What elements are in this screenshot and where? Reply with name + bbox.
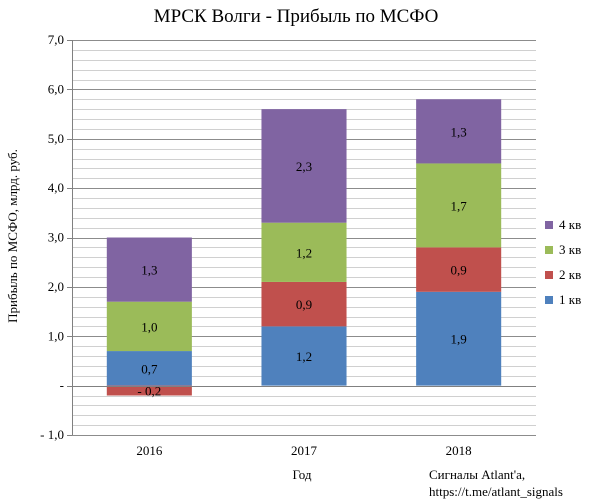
y-tick-label: 5,0	[48, 131, 64, 146]
bar-value-label: 1,7	[451, 198, 468, 213]
x-axis-title: Год	[292, 467, 311, 482]
legend-swatch	[545, 246, 553, 254]
y-tick-label: 2,0	[48, 279, 64, 294]
y-tick-label: - 1,0	[40, 427, 64, 442]
y-tick-label: -	[60, 378, 64, 393]
bar-value-label: 1,2	[296, 349, 312, 364]
bars	[106, 99, 502, 396]
bar-value-label: 1,9	[451, 332, 467, 347]
legend-label: 4 кв	[559, 217, 581, 232]
bar-value-label: - 0,2	[137, 384, 161, 399]
y-tick-label: 3,0	[48, 230, 64, 245]
legend-swatch	[545, 271, 553, 279]
chart-title: МРСК Волги - Прибыль по МСФО	[154, 6, 439, 27]
bar-value-label: 0,9	[451, 263, 467, 278]
bar-value-label: 1,0	[141, 319, 157, 334]
bar-value-label: 2,3	[296, 159, 312, 174]
y-tick-label: 6,0	[48, 81, 64, 96]
bar-segment	[106, 301, 192, 352]
y-axis-ticks: - 1,0 - 1,0 2,0 3,0 4,0 5,0 6,0 7,0	[40, 32, 72, 442]
bar-segment	[261, 326, 347, 386]
bar-segment	[416, 247, 502, 292]
y-tick-label: 4,0	[48, 180, 64, 195]
bar-value-labels: 0,7 - 0,2 1,0 1,3 1,2 0,9 1,2 2,3 1,9 0,9 1,7 1,3	[137, 124, 467, 398]
source-line-1: Сигналы Atlant'a,	[429, 467, 525, 482]
bar-segment	[106, 351, 192, 386]
bar-segment	[416, 163, 502, 248]
y-axis-title: Прибыль по МСФО, млрд. руб.	[5, 149, 20, 323]
bar-segment	[261, 222, 347, 282]
bar-segment	[106, 237, 192, 302]
legend-swatch	[545, 221, 553, 229]
legend-label: 1 кв	[559, 292, 581, 307]
bar-value-label: 0,9	[296, 297, 312, 312]
bar-segment	[261, 109, 347, 223]
bar-segment	[416, 99, 502, 164]
bar-value-label: 1,2	[296, 245, 312, 260]
x-category-label: 2018	[446, 443, 472, 458]
x-category-label: 2016	[136, 443, 163, 458]
legend-label: 2 кв	[559, 267, 581, 282]
bar-segment	[106, 385, 192, 396]
source-line-2: https://t.me/atlant_signals	[429, 484, 563, 499]
bar-value-label: 1,3	[451, 124, 467, 139]
x-axis-categories: 2016 2017 2018	[136, 443, 471, 458]
bar-value-label: 0,7	[141, 361, 158, 376]
x-category-label: 2017	[291, 443, 318, 458]
legend-label: 3 кв	[559, 242, 581, 257]
bar-segment	[261, 281, 347, 327]
y-tick-label: 1,0	[48, 328, 64, 343]
bar-value-label: 1,3	[141, 263, 157, 278]
legend: 4 кв 3 кв 2 кв 1 кв	[545, 217, 581, 307]
y-tick-label: 7,0	[48, 32, 64, 47]
bar-segment	[416, 291, 502, 386]
legend-swatch	[545, 296, 553, 304]
